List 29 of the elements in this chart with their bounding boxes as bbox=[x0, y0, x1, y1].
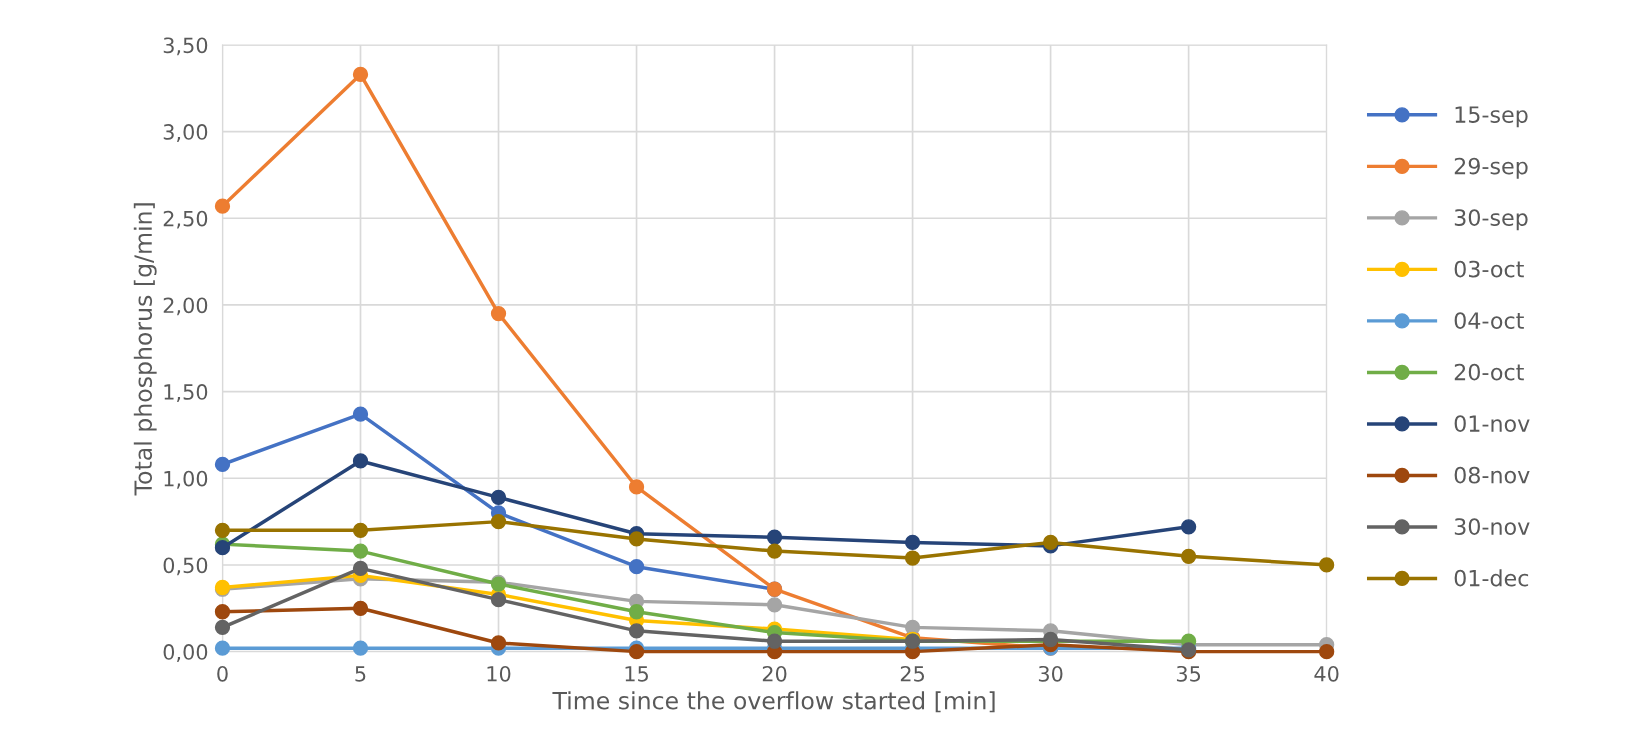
x-tick-label: 0 bbox=[217, 665, 228, 682]
x-tick-label: 35 bbox=[1176, 665, 1201, 682]
legend-label: 03-oct bbox=[1454, 260, 1524, 278]
x-tick-label: 10 bbox=[487, 665, 511, 682]
x-tick-label: 30 bbox=[1038, 665, 1063, 682]
y-tick-label: 0,50 bbox=[163, 557, 208, 576]
y-tick-label: 3,50 bbox=[163, 37, 208, 56]
x-tick-label: 20 bbox=[762, 665, 787, 682]
y-tick-label: 1,50 bbox=[164, 384, 208, 402]
x-axis-title: Time since the overflow started [min] bbox=[552, 691, 995, 713]
legend-label: 20-oct bbox=[1454, 363, 1524, 381]
y-tick-label: 1,00 bbox=[164, 470, 208, 489]
legend-label: 08-nov bbox=[1454, 466, 1530, 484]
x-tick-label: 40 bbox=[1314, 665, 1339, 682]
y-tick-label: 3,00 bbox=[163, 124, 208, 142]
legend-label: 30-nov bbox=[1454, 518, 1530, 536]
legend-label: 29-sep bbox=[1454, 157, 1528, 179]
x-tick-label: 5 bbox=[355, 666, 366, 682]
legend-label: 01-nov bbox=[1454, 415, 1530, 432]
legend-label: 15-sep bbox=[1455, 106, 1528, 128]
x-tick-label: 25 bbox=[900, 665, 925, 682]
y-tick-label: 0,00 bbox=[163, 644, 208, 662]
legend-label: 30-sep bbox=[1454, 209, 1528, 231]
legend-label: 04-oct bbox=[1454, 312, 1524, 329]
y-axis-title: Total phosphorus [g/min] bbox=[133, 203, 157, 496]
x-tick-label: 15 bbox=[625, 666, 648, 682]
y-tick-label: 2,00 bbox=[163, 297, 208, 316]
y-tick-label: 2,50 bbox=[163, 210, 208, 229]
legend-label: 01-dec bbox=[1454, 569, 1529, 587]
